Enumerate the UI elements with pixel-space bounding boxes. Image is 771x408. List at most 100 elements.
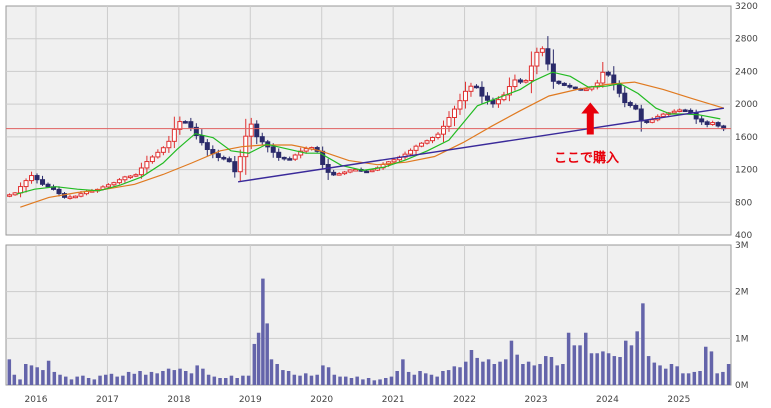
candle-body (221, 156, 227, 160)
x-tick-label: 2018 (167, 395, 190, 405)
volume-bar (286, 371, 291, 385)
volume-bar (115, 376, 119, 385)
volume-bar (452, 366, 457, 385)
volume-bar (69, 379, 74, 385)
volume-bar (149, 371, 154, 385)
volume-axis: 0M 1M 2M 3M (735, 241, 749, 391)
volume-bar (292, 374, 297, 385)
candle-body (644, 120, 650, 123)
volume-bar (646, 356, 651, 385)
candle-body (29, 175, 35, 182)
volume-bar (326, 367, 331, 385)
volume-bar (406, 371, 411, 385)
volume-bar (492, 364, 497, 385)
volume-bar (304, 373, 308, 385)
candle-body (534, 51, 540, 67)
candle-body (704, 121, 710, 125)
volume-bar (675, 366, 679, 385)
candle-body (611, 74, 617, 85)
volume-bar (132, 373, 137, 385)
volume-bar (275, 364, 279, 385)
volume-bar (658, 365, 662, 385)
volume-bar (172, 370, 177, 385)
candle-body (430, 137, 436, 142)
volume-bar (446, 370, 451, 385)
candle-body (567, 84, 573, 88)
volume-bar (81, 375, 85, 385)
candle-body (232, 161, 238, 173)
volume-bar (126, 371, 131, 385)
volume-bar (635, 331, 639, 385)
volume-bar (612, 356, 617, 385)
x-tick-label: 2025 (667, 395, 690, 405)
candle-body (512, 79, 518, 88)
volume-bar (18, 379, 22, 385)
candle-body (556, 80, 562, 84)
candle-body (177, 121, 183, 130)
candle-body (23, 180, 29, 188)
volume-bar (589, 353, 594, 385)
volume-bar (206, 374, 211, 385)
candle-body (331, 171, 337, 176)
volume-bar (29, 365, 34, 385)
volume-bar (315, 374, 319, 385)
volume-bar (265, 323, 269, 385)
candle-body (435, 133, 441, 139)
candle-body (408, 149, 414, 155)
candle-body (281, 156, 287, 160)
volume-bar (561, 364, 565, 385)
volume-bar (235, 378, 239, 385)
volume-bar (189, 373, 194, 385)
volume-panel-background (5, 244, 732, 386)
candle-body (144, 161, 150, 169)
volume-bar (121, 375, 125, 385)
candle-body (424, 140, 430, 144)
volume-bar (155, 373, 159, 385)
volume-bar (509, 340, 514, 385)
candle-body (649, 119, 655, 123)
volume-bar (538, 364, 542, 385)
candle-body (215, 153, 221, 158)
volume-bar (624, 340, 628, 385)
volume-bar (606, 353, 611, 385)
price-tick-label: 2800 (735, 35, 758, 45)
volume-bar (12, 374, 17, 385)
volume-bar (601, 351, 605, 385)
volume-bar (521, 364, 525, 385)
candle-body (600, 71, 606, 84)
price-tick-label: 1200 (735, 166, 758, 176)
volume-bar (361, 379, 365, 385)
candle-body (188, 121, 194, 128)
candle-body (605, 71, 611, 76)
candle-body (166, 140, 172, 149)
x-tick-label: 2016 (25, 395, 48, 405)
candle-body (353, 168, 359, 172)
candle-body (204, 142, 210, 150)
candle-body (111, 182, 117, 186)
price-tick-label: 3200 (735, 2, 758, 12)
candle-body (171, 128, 177, 142)
volume-bar (418, 371, 422, 385)
volume-bar (572, 345, 577, 385)
candle-body (270, 146, 276, 153)
candle-body (248, 123, 254, 137)
volume-bar (515, 354, 519, 385)
candle-body (660, 113, 666, 117)
trend-line (237, 107, 725, 183)
volume-bar (549, 357, 554, 385)
candle-body (72, 195, 78, 199)
candle-body (616, 83, 622, 94)
candle-body (539, 48, 545, 53)
candle-body (699, 118, 705, 123)
volume-bar (595, 353, 599, 385)
volume-bar (401, 359, 405, 385)
volume-bar (35, 367, 39, 385)
candle-body (56, 188, 62, 195)
volume-bar (652, 362, 657, 385)
volume-bar (555, 365, 559, 385)
candle-body (545, 48, 551, 65)
volume-bar (498, 361, 502, 385)
volume-bar (578, 345, 582, 385)
x-tick-label: 2024 (596, 395, 619, 405)
